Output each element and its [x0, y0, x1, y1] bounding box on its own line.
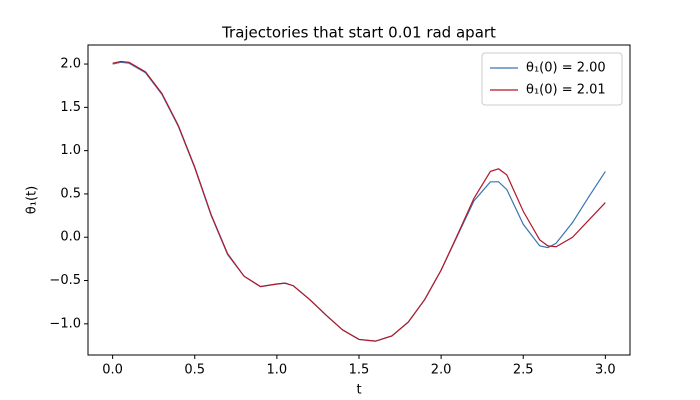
x-axis-label: t [356, 383, 361, 398]
y-axis-label: θ₁(t) [25, 186, 40, 214]
x-tick-label: 2.5 [513, 363, 534, 378]
x-tick-label: 0.5 [184, 363, 205, 378]
y-tick-label: 1.5 [60, 100, 81, 115]
x-tick-label: 3.0 [595, 363, 616, 378]
legend-label: θ₁(0) = 2.01 [526, 83, 606, 98]
y-tick-label: −0.5 [49, 273, 81, 288]
y-tick-label: −1.0 [49, 316, 81, 331]
x-tick-label: 1.5 [349, 363, 370, 378]
y-tick-label: 0.0 [60, 230, 81, 245]
chart-title: Trajectories that start 0.01 rad apart [221, 24, 496, 42]
x-tick-label: 2.0 [431, 363, 452, 378]
y-tick-label: 1.0 [60, 143, 81, 158]
series-line [112, 60, 606, 342]
legend-box [481, 52, 623, 106]
y-tick-label: 0.5 [60, 186, 81, 201]
x-tick-label: 1.0 [267, 363, 288, 378]
x-tick-label: 0.0 [102, 363, 123, 378]
legend-label: θ₁(0) = 2.00 [526, 61, 606, 76]
y-tick-label: 2.0 [60, 57, 81, 72]
